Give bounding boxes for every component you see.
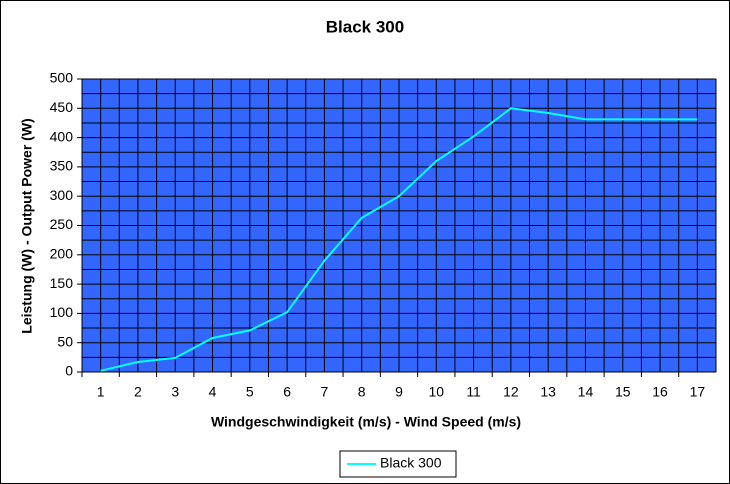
x-axis-label: Windgeschwindigkeit (m/s) - Wind Speed (… (211, 414, 521, 430)
y-tick-label: 50 (57, 333, 73, 349)
y-tick-label: 200 (50, 246, 74, 262)
y-tick-label: 350 (50, 158, 74, 174)
x-tick-label: 11 (466, 384, 481, 400)
x-tick-label: 9 (395, 384, 403, 400)
chart-title: Black 300 (326, 17, 404, 36)
y-tick-label: 0 (65, 363, 73, 379)
y-tick-label: 450 (50, 99, 74, 115)
x-tick-label: 12 (503, 384, 519, 400)
y-tick-label: 100 (50, 304, 74, 320)
legend-label: Black 300 (380, 455, 442, 471)
y-tick-label: 250 (50, 216, 74, 232)
y-tick-label: 500 (50, 70, 74, 86)
y-axis-label: Leistung (W) - Output Power (W) (19, 118, 35, 333)
x-tick-label: 14 (578, 384, 594, 400)
x-tick-label: 15 (615, 384, 631, 400)
x-tick-label: 3 (171, 384, 179, 400)
x-tick-label: 13 (540, 384, 556, 400)
x-tick-label: 4 (209, 384, 217, 400)
x-tick-label: 1 (97, 384, 105, 400)
x-tick-label: 8 (358, 384, 366, 400)
x-tick-label: 6 (283, 384, 291, 400)
x-tick-label: 16 (652, 384, 668, 400)
x-tick-label: 17 (690, 384, 706, 400)
data-line (100, 107, 698, 372)
x-tick-label: 2 (134, 384, 142, 400)
y-tick-label: 150 (50, 275, 74, 291)
x-tick-label: 10 (429, 384, 445, 400)
x-tick-label: 7 (321, 384, 329, 400)
x-tick-label: 5 (246, 384, 254, 400)
y-tick-label: 300 (50, 187, 74, 203)
y-tick-label: 400 (50, 128, 74, 144)
